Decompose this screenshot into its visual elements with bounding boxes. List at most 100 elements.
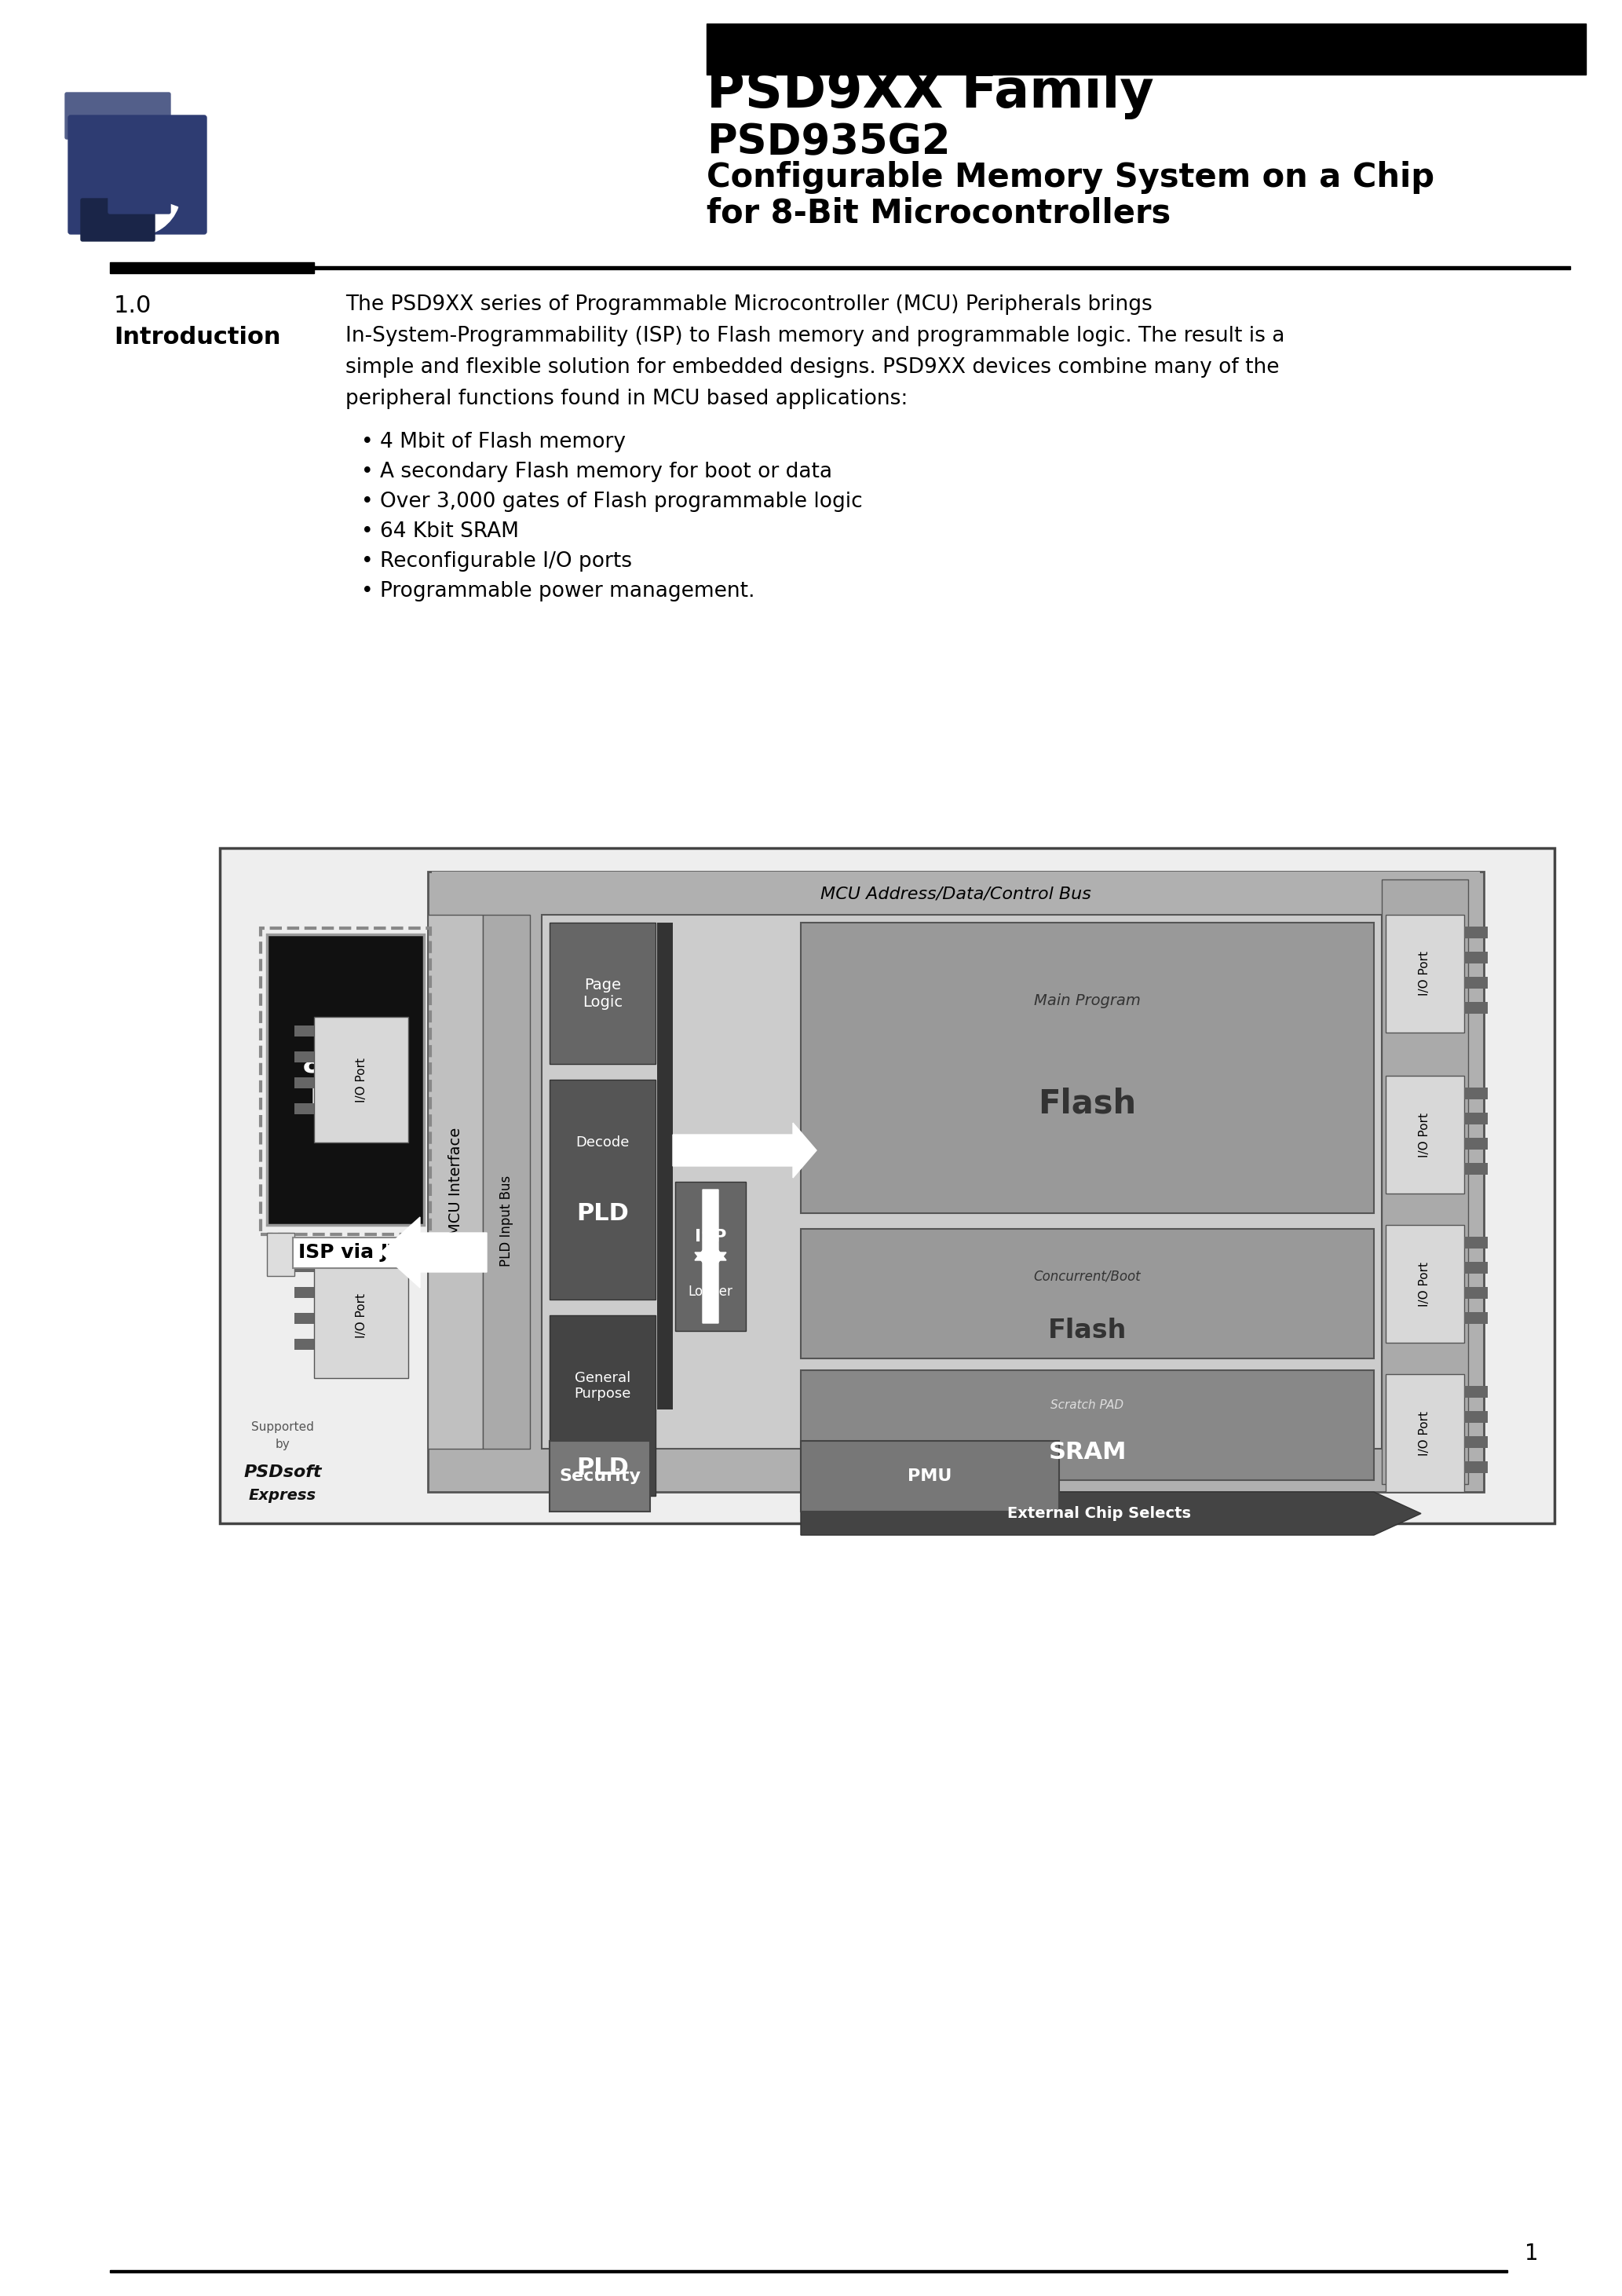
Text: • A secondary Flash memory for boot or data: • A secondary Flash memory for boot or d… <box>362 461 832 482</box>
Bar <box>295 1261 315 1272</box>
Bar <box>1465 1001 1487 1015</box>
Bar <box>1465 1412 1487 1424</box>
Bar <box>295 1313 315 1325</box>
FancyArrow shape <box>673 1123 816 1178</box>
Text: I/O Port: I/O Port <box>355 1056 367 1102</box>
Text: PLD Input Bus: PLD Input Bus <box>500 1176 514 1267</box>
Text: 1.0: 1.0 <box>114 294 152 317</box>
Bar <box>1465 953 1487 964</box>
Bar <box>675 1182 746 1332</box>
Bar <box>431 872 1479 914</box>
Text: SRAM: SRAM <box>1048 1442 1126 1465</box>
Bar <box>295 1288 315 1297</box>
Text: PLD: PLD <box>576 1201 629 1224</box>
Text: Supported: Supported <box>251 1421 315 1433</box>
Bar <box>295 1077 315 1088</box>
Bar <box>1465 1088 1487 1100</box>
Text: In-System-Programmability (ISP) to Flash memory and programmable logic. The resu: In-System-Programmability (ISP) to Flash… <box>345 326 1285 347</box>
Text: Express: Express <box>248 1488 316 1504</box>
Bar <box>483 914 530 1449</box>
Text: Security: Security <box>560 1469 641 1483</box>
Bar <box>550 923 655 1063</box>
Text: PLD: PLD <box>576 1458 629 1479</box>
Text: • 4 Mbit of Flash memory: • 4 Mbit of Flash memory <box>362 432 626 452</box>
Bar <box>1385 914 1465 1033</box>
Bar <box>550 1079 655 1300</box>
Text: I/O Port: I/O Port <box>1419 951 1431 996</box>
Text: Decode: Decode <box>576 1137 629 1150</box>
FancyArrow shape <box>694 1189 727 1272</box>
Wedge shape <box>97 193 178 236</box>
FancyBboxPatch shape <box>68 115 206 234</box>
Text: I/O Port: I/O Port <box>355 1293 367 1339</box>
Bar <box>1465 1263 1487 1274</box>
Bar <box>110 262 315 273</box>
Bar <box>801 923 1374 1212</box>
Bar <box>1465 928 1487 939</box>
Bar <box>428 872 1484 1492</box>
Text: MCU Address/Data/Control Bus: MCU Address/Data/Control Bus <box>821 886 1092 902</box>
Text: I/O Port: I/O Port <box>1419 1261 1431 1306</box>
Text: Loader: Loader <box>688 1286 733 1300</box>
Text: ISP via JTAG: ISP via JTAG <box>298 1242 431 1263</box>
Bar <box>1465 1437 1487 1449</box>
FancyBboxPatch shape <box>109 168 170 214</box>
Text: Configurable Memory System on a Chip: Configurable Memory System on a Chip <box>707 161 1434 193</box>
Text: • Reconfigurable I/O ports: • Reconfigurable I/O ports <box>362 551 633 572</box>
Text: MCU Interface: MCU Interface <box>448 1127 462 1235</box>
Bar <box>1465 976 1487 990</box>
Bar <box>315 1251 409 1378</box>
Text: • 64 Kbit SRAM: • 64 Kbit SRAM <box>362 521 519 542</box>
Text: The PSD9XX series of Programmable Microcontroller (MCU) Peripherals brings: The PSD9XX series of Programmable Microc… <box>345 294 1152 315</box>
Text: 8 -Bit
MCU: 8 -Bit MCU <box>302 1052 389 1109</box>
FancyBboxPatch shape <box>65 92 170 140</box>
Text: for 8-Bit Microcontrollers: for 8-Bit Microcontrollers <box>707 195 1171 230</box>
Bar <box>1465 1114 1487 1125</box>
Text: simple and flexible solution for embedded designs. PSD9XX devices combine many o: simple and flexible solution for embedde… <box>345 358 1280 379</box>
Text: Scratch PAD: Scratch PAD <box>1051 1401 1124 1412</box>
Bar <box>801 1442 1059 1511</box>
Text: PSDsoft: PSDsoft <box>243 1465 321 1481</box>
Bar <box>268 934 423 1226</box>
FancyArrow shape <box>694 1240 727 1322</box>
Bar <box>295 1339 315 1350</box>
Bar <box>1465 1139 1487 1150</box>
Text: External Chip Selects: External Chip Selects <box>1007 1506 1191 1520</box>
Text: PSD935G2: PSD935G2 <box>707 122 950 163</box>
Bar <box>315 266 1570 269</box>
Bar <box>542 914 1382 1449</box>
Bar <box>1465 1288 1487 1300</box>
Bar <box>110 2271 1507 2273</box>
Bar <box>1385 1226 1465 1343</box>
Text: Introduction: Introduction <box>114 326 281 349</box>
Text: Page
Logic: Page Logic <box>582 978 623 1010</box>
Bar <box>1465 1387 1487 1398</box>
Bar <box>550 1442 650 1511</box>
Text: • Over 3,000 gates of Flash programmable logic: • Over 3,000 gates of Flash programmable… <box>362 491 863 512</box>
Bar <box>707 23 1586 73</box>
Bar <box>1385 1077 1465 1194</box>
Text: by: by <box>276 1440 290 1451</box>
Bar <box>1465 1238 1487 1249</box>
Text: • Programmable power management.: • Programmable power management. <box>362 581 754 602</box>
Text: I/O Port: I/O Port <box>1419 1410 1431 1456</box>
Bar <box>221 847 1554 1522</box>
FancyBboxPatch shape <box>81 200 154 241</box>
Text: PMU: PMU <box>908 1469 952 1483</box>
Bar <box>315 1017 409 1143</box>
Bar <box>1465 1311 1487 1325</box>
Text: PSD9XX Family: PSD9XX Family <box>707 67 1153 119</box>
Bar <box>295 1104 315 1114</box>
Text: I/O Port: I/O Port <box>1419 1111 1431 1157</box>
Bar <box>295 1052 315 1063</box>
Text: Flash: Flash <box>1038 1086 1137 1120</box>
Text: Flash: Flash <box>1048 1318 1127 1343</box>
Bar <box>1385 1373 1465 1492</box>
FancyArrow shape <box>381 1217 487 1288</box>
Text: 1: 1 <box>1525 2243 1539 2264</box>
Bar <box>261 928 430 1235</box>
Text: General
Purpose: General Purpose <box>574 1371 631 1401</box>
Bar <box>550 1316 655 1497</box>
Text: ISP: ISP <box>694 1228 727 1244</box>
Bar <box>801 1228 1374 1359</box>
